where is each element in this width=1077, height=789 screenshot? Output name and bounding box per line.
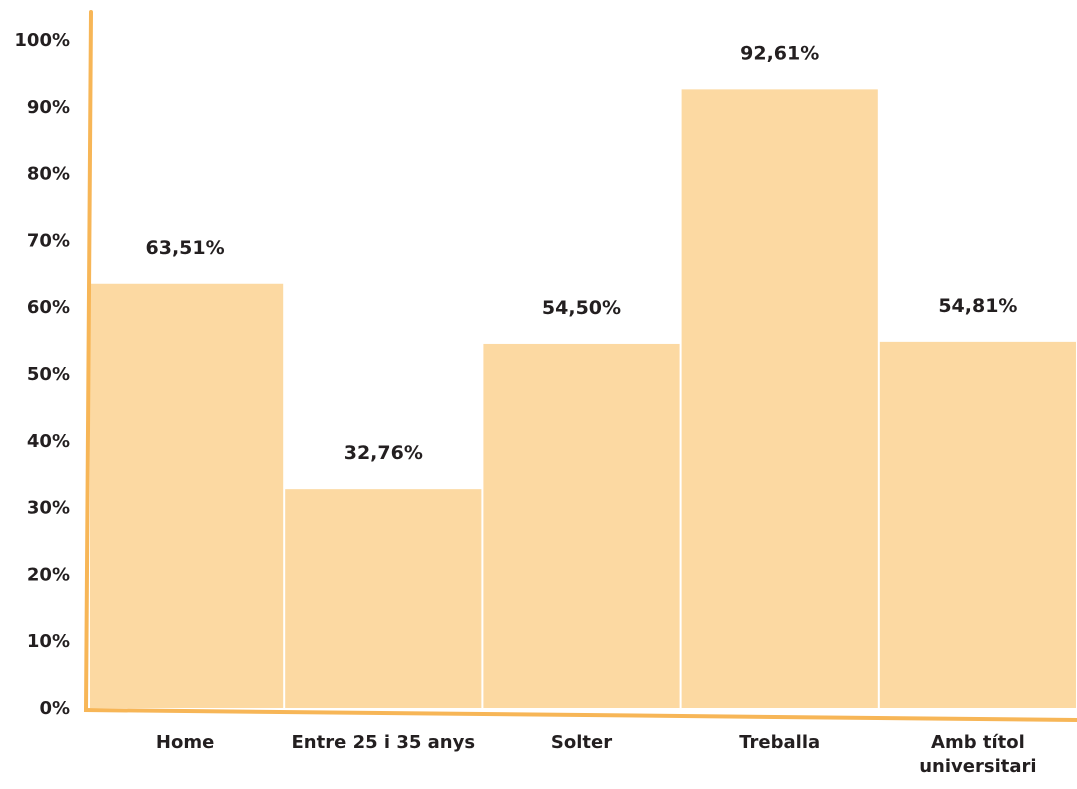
data-label: 54,81% [938, 295, 1017, 317]
bar-1 [285, 489, 482, 708]
y-tick-label: 60% [27, 297, 70, 318]
y-tick-label: 90% [27, 97, 70, 118]
y-tick-label: 10% [27, 631, 70, 652]
x-category-label: Amb títol universitari [919, 732, 1036, 777]
x-axis-line [83, 708, 1077, 722]
x-category-label: Treballa [739, 732, 820, 753]
y-tick-label: 30% [27, 498, 70, 519]
bar-3 [681, 89, 878, 709]
data-label: 32,76% [344, 442, 423, 464]
bar-2 [483, 343, 680, 708]
y-tick-label: 70% [27, 230, 70, 251]
data-label: 92,61% [740, 42, 819, 64]
data-label: 63,51% [146, 237, 225, 259]
y-tick-label: 0% [39, 698, 70, 719]
y-tick-label: 100% [14, 30, 70, 51]
x-category-label: Solter [551, 732, 612, 753]
bar-0 [90, 283, 284, 708]
y-tick-label: 40% [27, 431, 70, 452]
x-category-label: Entre 25 i 35 anys [292, 732, 476, 753]
bar-4 [879, 341, 1076, 708]
y-tick-label: 50% [27, 364, 70, 385]
data-label: 54,50% [542, 297, 621, 319]
y-tick-label: 80% [27, 164, 70, 185]
x-category-label: Home [156, 732, 214, 753]
y-axis-line [84, 10, 93, 712]
y-tick-label: 20% [27, 564, 70, 585]
